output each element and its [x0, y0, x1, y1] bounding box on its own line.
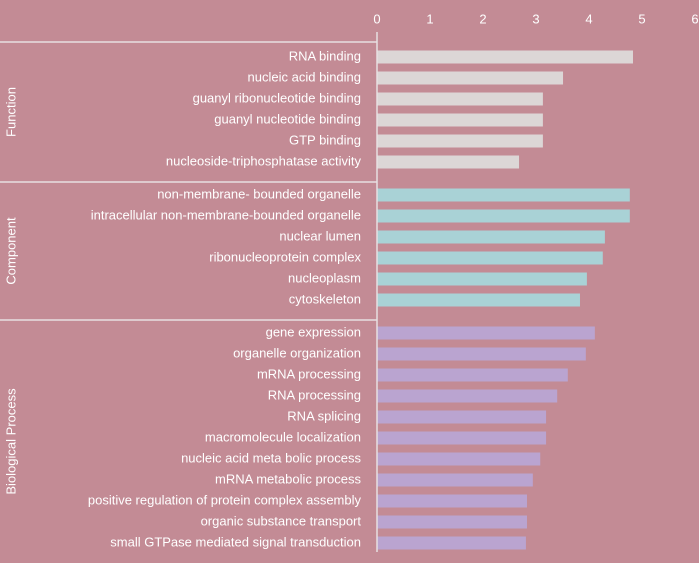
bar [377, 389, 558, 403]
bar [377, 293, 580, 307]
category-label: RNA binding [289, 48, 361, 63]
group-label: Biological Process [3, 388, 18, 495]
bar [377, 494, 527, 508]
bar [377, 71, 564, 85]
category-label: nucleoplasm [288, 270, 361, 285]
x-tick-label: 1 [426, 11, 433, 26]
category-label: positive regulation of protein complex a… [88, 492, 362, 507]
x-tick-label: 4 [585, 11, 592, 26]
category-label: intracellular non-membrane-bounded organ… [91, 207, 361, 222]
bar [377, 209, 630, 223]
bar [377, 134, 543, 148]
bar [377, 536, 526, 550]
bar [377, 230, 605, 244]
bar [377, 92, 543, 106]
category-label: nucleic acid binding [248, 69, 361, 84]
bar [377, 452, 541, 466]
bar [377, 515, 527, 529]
category-label: organic substance transport [201, 513, 362, 528]
x-tick-label: 6 [691, 11, 698, 26]
bar [377, 272, 587, 286]
category-label: non-membrane- bounded organelle [157, 186, 361, 201]
group-label: Component [3, 217, 18, 285]
category-label: guanyl nucleotide binding [214, 111, 361, 126]
category-label: guanyl ribonucleotide binding [193, 90, 361, 105]
category-label: RNA splicing [287, 408, 361, 423]
category-label: nucleoside-triphosphatase activity [166, 153, 362, 168]
category-label: organelle organization [233, 345, 361, 360]
bar [377, 431, 547, 445]
x-tick-label: 2 [479, 11, 486, 26]
category-label: nucleic acid meta bolic process [181, 450, 361, 465]
group-label: Function [3, 87, 18, 137]
category-label: mRNA processing [257, 366, 361, 381]
category-label: cytoskeleton [289, 291, 361, 306]
bar [377, 326, 595, 340]
category-label: gene expression [266, 324, 361, 339]
category-label: RNA processing [268, 387, 361, 402]
x-tick-label: 3 [532, 11, 539, 26]
bar [377, 188, 630, 202]
category-label: small GTPase mediated signal transductio… [110, 534, 361, 549]
bar [377, 473, 533, 487]
category-label: GTP binding [289, 132, 361, 147]
category-label: mRNA metabolic process [215, 471, 361, 486]
x-tick-label: 0 [373, 11, 380, 26]
bar [377, 113, 543, 127]
bar [377, 50, 633, 64]
bar [377, 155, 520, 169]
category-label: nuclear lumen [279, 228, 361, 243]
bar [377, 410, 547, 424]
category-label: macromolecule localization [205, 429, 361, 444]
x-tick-label: 5 [638, 11, 645, 26]
bar [377, 251, 603, 265]
bar [377, 347, 586, 361]
bar [377, 368, 568, 382]
category-label: ribonucleoprotein complex [209, 249, 361, 264]
